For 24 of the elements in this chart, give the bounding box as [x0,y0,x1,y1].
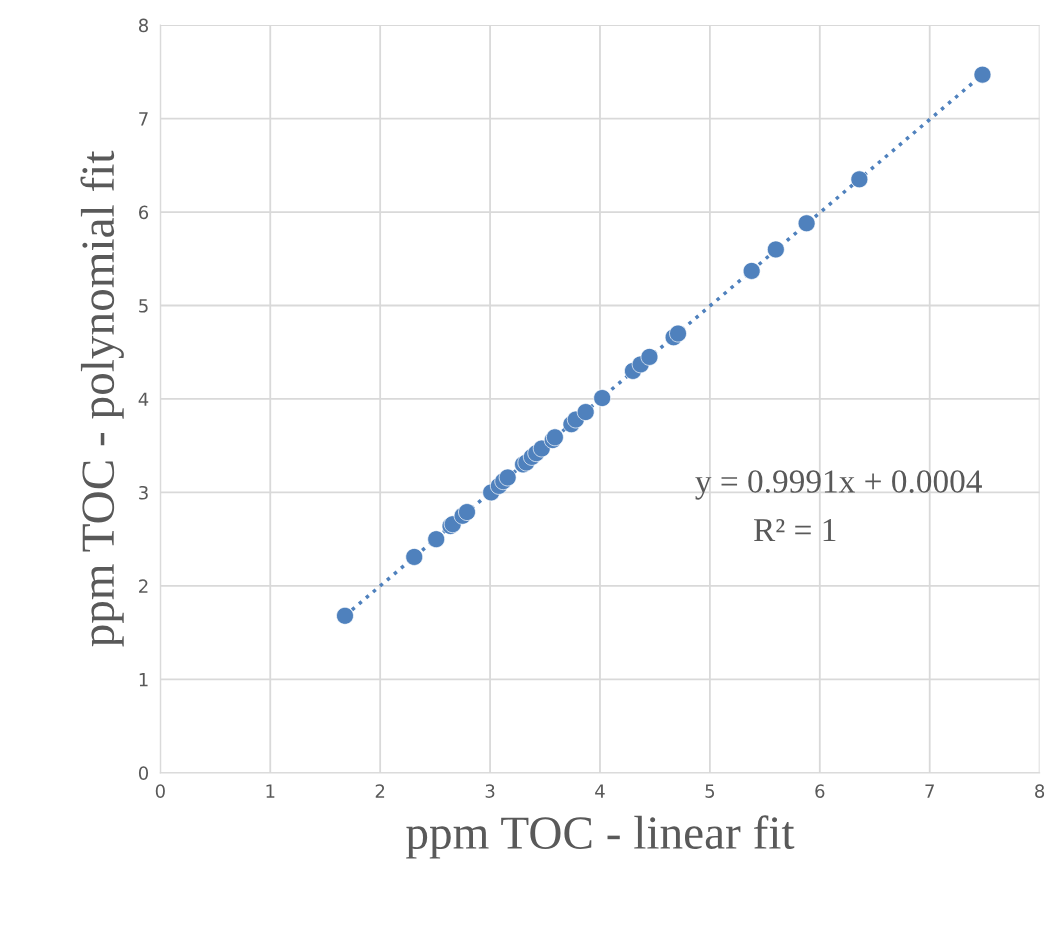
x-tick-label: 4 [595,784,605,798]
x-tick-label: 1 [266,784,275,798]
y-axis-title: ppm TOC - polynomial fit [80,150,124,647]
y-tick-label: 5 [139,299,148,313]
y-tick-label: 0 [138,766,149,780]
x-axis-title: ppm TOC - linear fit [406,815,795,859]
x-tick-label: 6 [815,784,825,798]
y-tick-label: 6 [139,205,149,220]
x-tick-label: 7 [925,784,934,798]
x-tick-label: 0 [155,784,165,798]
x-tick-label: 5 [705,784,715,798]
y-tick-label: 7 [139,112,148,126]
y-tick-label: 8 [138,18,148,33]
x-tick-label: 3 [485,784,495,798]
point [742,262,761,280]
x-tick-label: 2 [375,784,385,798]
annotation: R² = 1 [753,519,836,542]
y-tick-label: 1 [139,673,148,687]
annotation: y = 0.9991x + 0.0004 [695,470,982,500]
y-tick-label: 2 [139,579,148,593]
y-tick-label: 3 [139,485,148,500]
y-tick-label: 4 [138,392,149,406]
x-tick-label: 8 [1035,784,1045,798]
point [576,403,595,421]
